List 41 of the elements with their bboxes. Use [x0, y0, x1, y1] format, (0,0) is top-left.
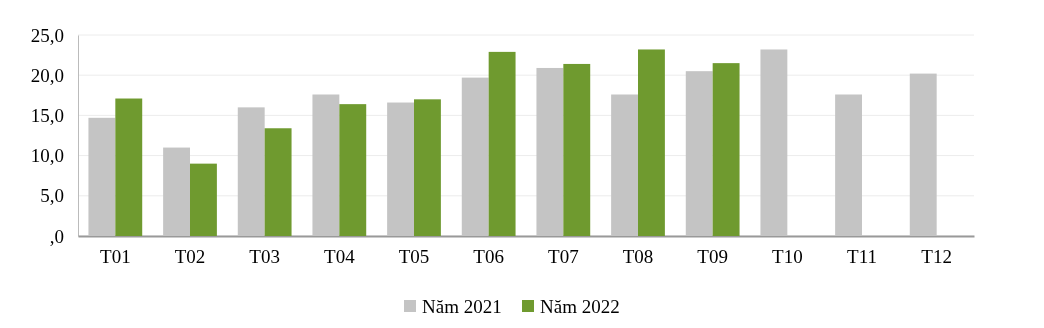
y-tick-label: 20,0 [30, 64, 64, 86]
x-tick-label: T02 [174, 246, 206, 268]
bar [760, 49, 788, 236]
bar [488, 51, 516, 236]
bar [414, 99, 441, 236]
x-tick-label: T03 [249, 246, 280, 268]
bar [638, 49, 665, 236]
bar [264, 128, 292, 236]
y-tick-label: 25,0 [30, 24, 64, 46]
x-tick-label: T10 [772, 246, 803, 268]
x-tick-label: T11 [847, 246, 877, 268]
x-tick-label: T01 [100, 246, 131, 268]
legend-label: Năm 2021 [422, 295, 502, 317]
y-tick-label: ,0 [49, 225, 64, 247]
y-tick-label: 5,0 [40, 185, 64, 207]
bar [190, 163, 217, 236]
x-tick-label: T07 [548, 246, 579, 268]
bar [563, 63, 591, 236]
bar [387, 102, 414, 236]
bar [115, 98, 143, 236]
bar [237, 107, 265, 236]
legend-label: Năm 2022 [540, 295, 620, 317]
bar [339, 104, 367, 236]
y-tick-label: 15,0 [30, 104, 64, 126]
bar [163, 147, 190, 236]
x-tick-label: T05 [398, 246, 430, 268]
x-tick-label: T08 [622, 246, 654, 268]
x-tick-label: T09 [697, 246, 728, 268]
bar [611, 94, 638, 236]
bar [909, 73, 937, 236]
x-tick-label: T06 [473, 246, 504, 268]
bar [712, 63, 740, 236]
bar [312, 94, 340, 236]
x-tick-label: T04 [324, 246, 356, 268]
bar [461, 77, 489, 236]
bar [685, 71, 713, 236]
y-tick-label: 10,0 [30, 145, 64, 167]
bar [835, 94, 862, 236]
bar [536, 67, 564, 236]
x-tick-label: T12 [921, 246, 952, 268]
bar [88, 117, 116, 236]
